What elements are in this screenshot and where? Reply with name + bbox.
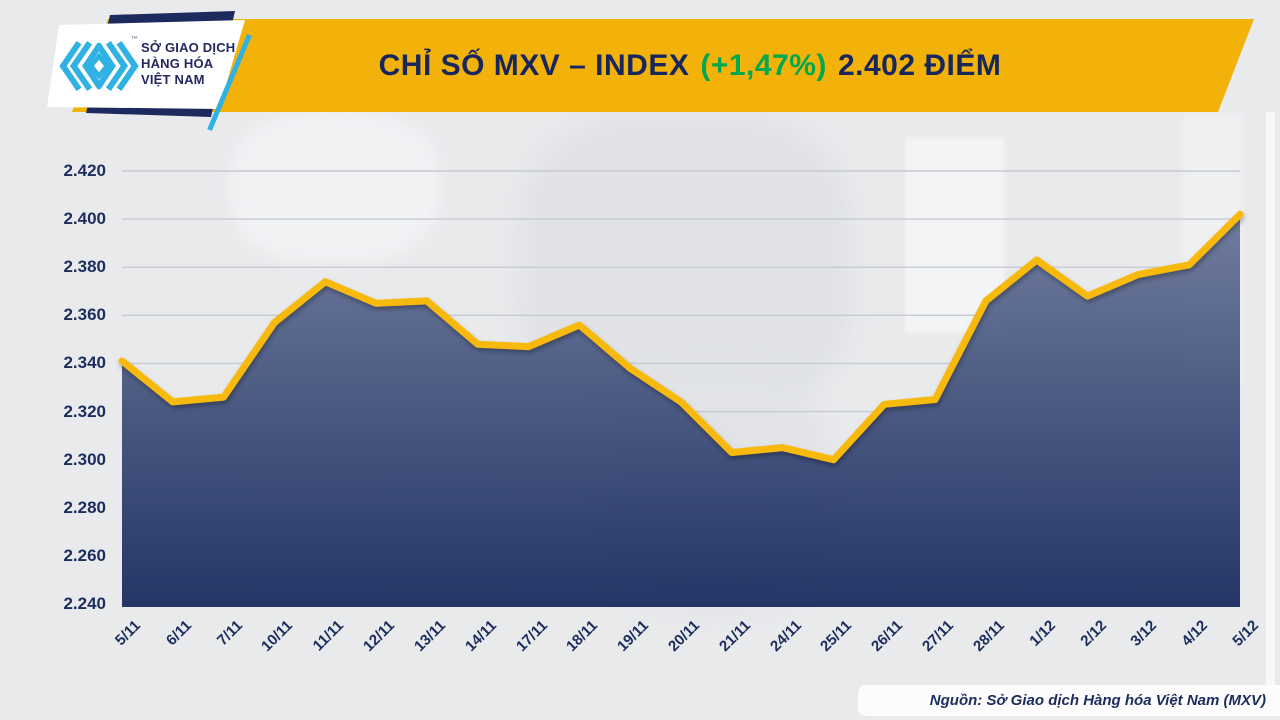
logo-text-line1: SỞ GIAO DỊCH [141, 40, 236, 55]
y-axis-label: 2.300 [63, 450, 106, 469]
logo-text-line3: VIỆT NAM [141, 72, 205, 87]
y-axis-label: 2.360 [63, 305, 106, 324]
chart-title-value: 2.402 ĐIỂM [837, 48, 1002, 82]
mxv-logo-card: ™ SỞ GIAO DỊCH HÀNG HÓA VIỆT NAM [47, 20, 245, 109]
y-axis-label: 2.320 [63, 402, 106, 421]
y-axis-label: 2.400 [63, 209, 106, 228]
y-axis-label: 2.240 [63, 594, 106, 613]
trademark-symbol: ™ [131, 36, 138, 43]
index-line [118, 210, 1244, 464]
y-axis-label: 2.420 [63, 161, 106, 180]
y-axis-label: 2.340 [63, 353, 106, 372]
chart-title-main: CHỈ SỐ MXV – INDEX [378, 48, 690, 82]
mxv-logo-icon [59, 40, 139, 92]
y-axis-label: 2.380 [63, 257, 106, 276]
chart-title-change: (+1,47%) [700, 48, 827, 82]
source-band: Nguồn: Sở Giao dịch Hàng hóa Việt Nam (M… [858, 685, 1280, 716]
y-axis-label: 2.280 [63, 498, 106, 517]
source-text: Nguồn: Sở Giao dịch Hàng hóa Việt Nam (M… [929, 692, 1266, 709]
area-fill [122, 214, 1240, 608]
title-banner: CHỈ SỐ MXV – INDEX (+1,47%) 2.402 ĐIỂM [72, 19, 1254, 112]
y-axis-label: 2.260 [63, 546, 106, 565]
logo-text: SỞ GIAO DỊCH HÀNG HÓA VIỆT NAM [141, 40, 235, 88]
logo-text-line2: HÀNG HÓA [141, 56, 214, 71]
